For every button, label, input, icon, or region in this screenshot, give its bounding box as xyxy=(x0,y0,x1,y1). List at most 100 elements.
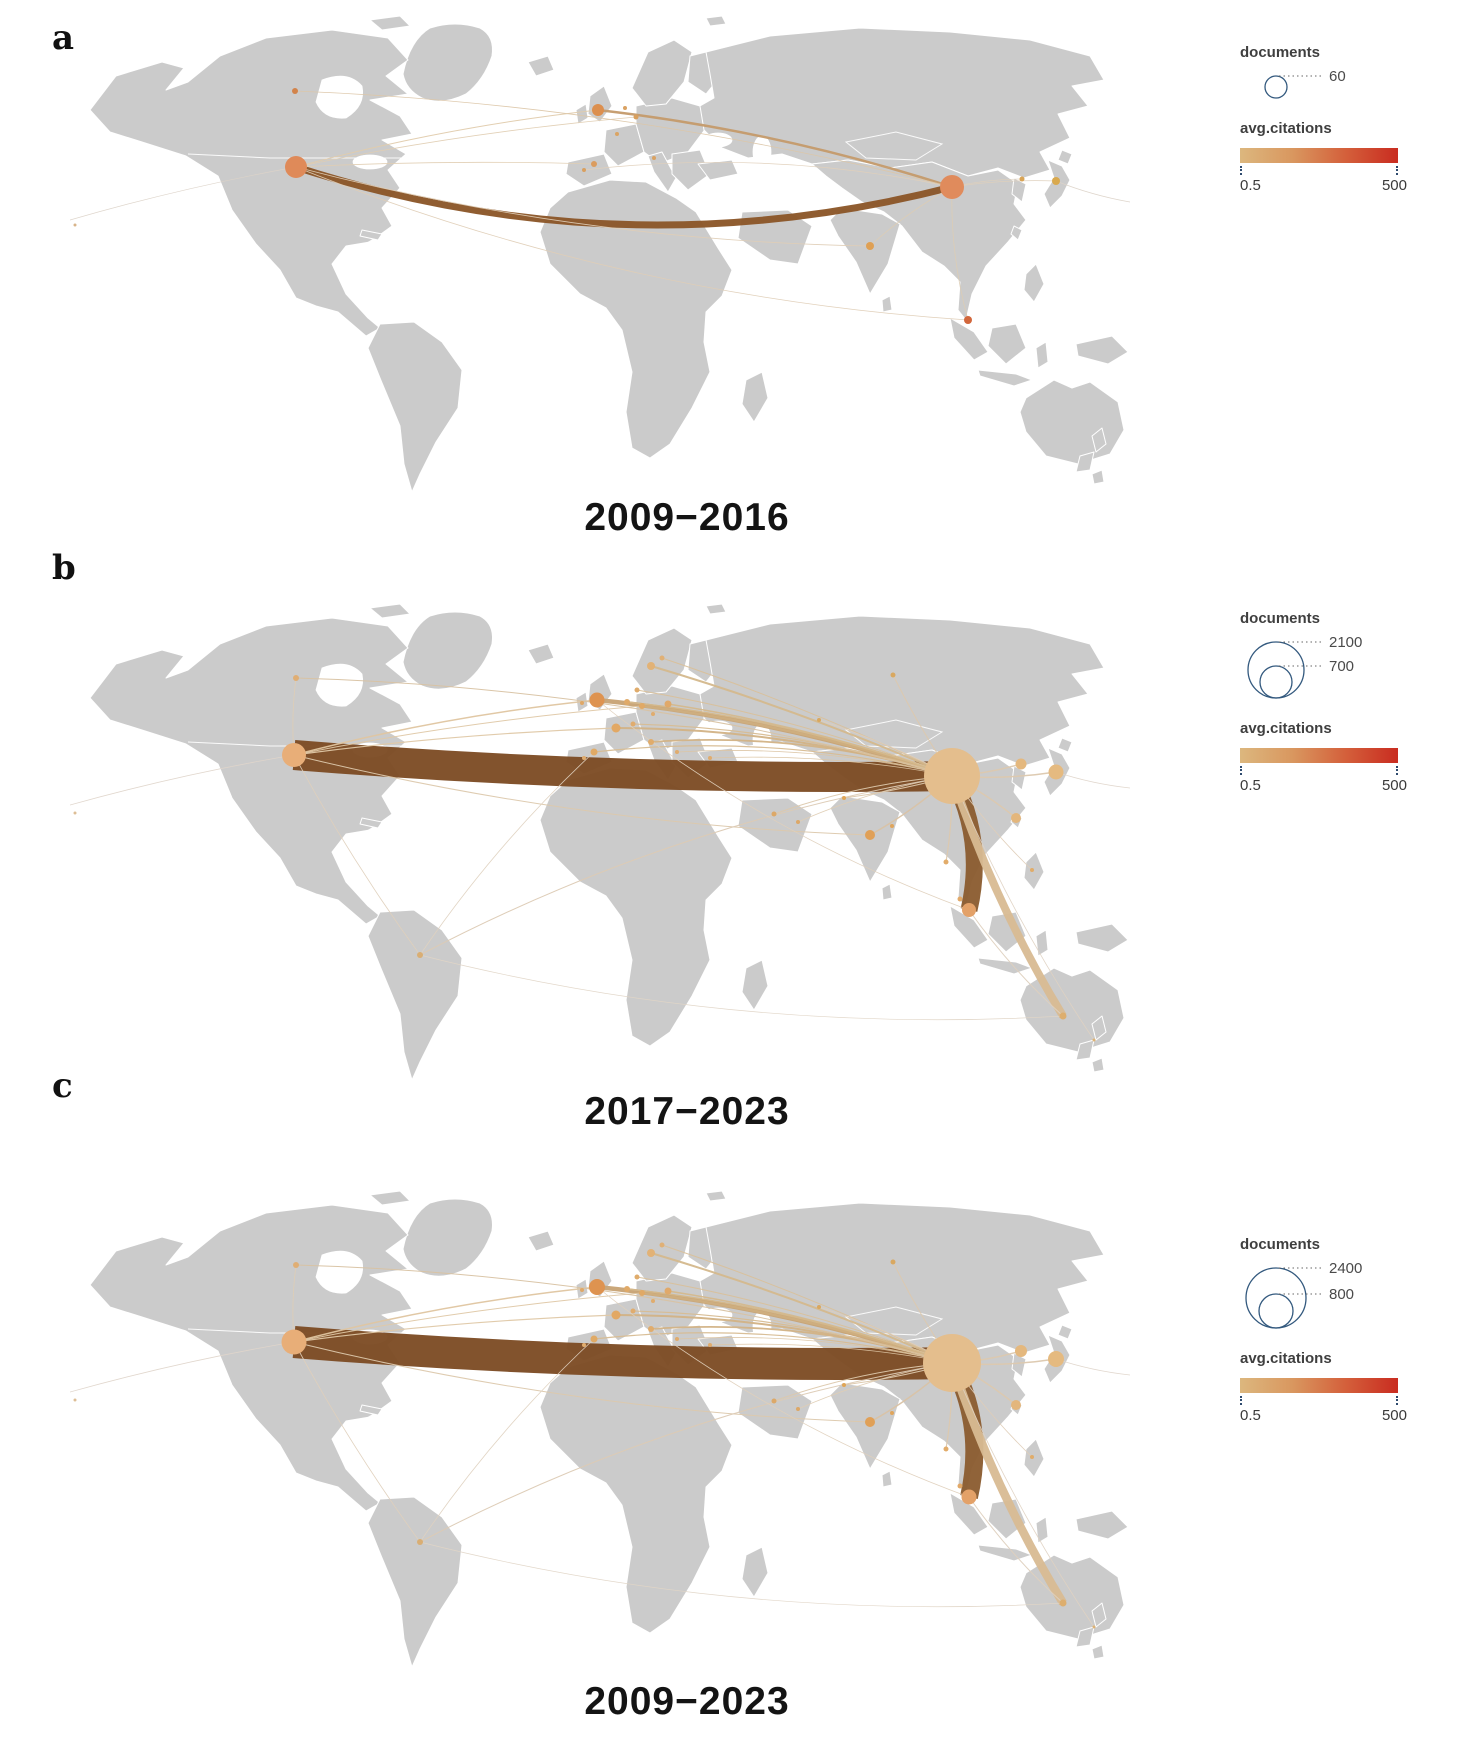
node-Taiwan xyxy=(1011,1400,1021,1410)
collaboration-overlay xyxy=(70,88,1130,324)
node-China xyxy=(924,748,980,804)
node-Australia xyxy=(1059,1599,1067,1607)
node-Spain xyxy=(590,1335,598,1343)
node-Denmark xyxy=(634,687,640,693)
scale-min: 0.5 xyxy=(1240,777,1261,794)
node-Netherlands xyxy=(624,699,630,705)
node-France xyxy=(611,723,621,733)
link-Denmark-China xyxy=(636,689,953,777)
link-Singapore-United Kingdom xyxy=(596,699,970,911)
link-New Zealand-China xyxy=(951,1362,1095,1628)
node-Sweden xyxy=(659,1242,665,1248)
link-Turkey-China xyxy=(709,1343,953,1364)
map-2017-2023 xyxy=(70,603,1130,1081)
node-South Korea xyxy=(1015,758,1027,770)
legend-panel-a: documents 60 avg.citations 0.5 500 xyxy=(1240,44,1425,194)
node-South Korea xyxy=(1019,176,1025,182)
node-Switzerland xyxy=(630,1308,636,1314)
link-Brazil-Spain xyxy=(419,751,595,956)
link-Switzerland-China xyxy=(632,723,953,777)
citations-legend-title: avg.citations xyxy=(1240,720,1332,737)
link-Turkey-China xyxy=(709,756,953,777)
node-Russia (Siberia) xyxy=(890,672,896,678)
link-Canada-China xyxy=(295,677,953,777)
link-China-Australia xyxy=(948,774,1067,1019)
node-Czechia xyxy=(651,1299,655,1303)
node-India xyxy=(866,242,874,250)
node-United Kingdom xyxy=(592,104,604,116)
node-Poland xyxy=(664,700,672,708)
link-United States-France xyxy=(293,727,617,756)
link-pacific-east-Japan xyxy=(1055,180,1130,203)
scale-max: 500 xyxy=(1381,777,1407,794)
legend-panel-c: documents 2400 800 avg.citations 0.5 500 xyxy=(1240,1236,1425,1424)
scale-min: 0.5 xyxy=(1240,1407,1261,1424)
panel-label: b xyxy=(52,548,76,588)
node-Malaysia xyxy=(957,1483,963,1489)
citations-gradient-bar xyxy=(1240,748,1398,763)
size-legend-value: 800 xyxy=(1329,1286,1354,1303)
node-Taiwan xyxy=(1011,813,1021,823)
tick-max xyxy=(1396,766,1398,775)
link-United States-Germany xyxy=(293,1292,643,1343)
link-Singapore-Australia xyxy=(968,1496,1064,1604)
node-Spain xyxy=(591,161,597,167)
node-Greece xyxy=(675,750,679,754)
node-Thailand xyxy=(943,1446,949,1452)
link-Brazil-Australia xyxy=(419,954,1064,1021)
node-Sweden xyxy=(659,655,665,661)
size-legend-value: 2400 xyxy=(1329,1262,1362,1277)
gradient-ticks xyxy=(1240,766,1398,775)
node-Czechia xyxy=(651,712,655,716)
node-Greece xyxy=(675,1337,679,1341)
node-Philippines xyxy=(1030,1455,1034,1459)
node-China xyxy=(923,1334,981,1392)
node-Germany xyxy=(639,1290,645,1296)
tick-min xyxy=(1240,166,1242,175)
node-Norway xyxy=(647,1249,655,1257)
panel-label: a xyxy=(52,18,75,58)
node-Norway xyxy=(647,662,655,670)
node-Brazil xyxy=(417,952,423,958)
link-United States-United Kingdom xyxy=(295,109,599,168)
link-United States-Brazil xyxy=(293,1341,421,1543)
citations-gradient-bar xyxy=(1240,148,1398,163)
node-Netherlands xyxy=(623,106,627,110)
documents-legend-title: documents xyxy=(1240,44,1321,61)
tick-max xyxy=(1396,1396,1398,1405)
node-Italy xyxy=(652,156,656,160)
gradient-ticks xyxy=(1240,1396,1398,1405)
node-New Zealand xyxy=(1092,1625,1096,1629)
link-Canada-China xyxy=(294,90,953,188)
size-legend-value: 60 xyxy=(1329,70,1346,85)
node-Poland xyxy=(664,1287,672,1295)
node-India xyxy=(865,830,875,840)
panel-title: 2017−2023 xyxy=(584,1090,790,1133)
node-Hawaii xyxy=(73,811,77,815)
link-Brazil-Spain xyxy=(419,1338,595,1543)
size-legend-value: 700 xyxy=(1329,658,1354,675)
node-Netherlands xyxy=(624,1286,630,1292)
node-South Korea xyxy=(1015,1345,1027,1357)
node-Denmark xyxy=(634,1274,640,1280)
link-pacific-west-United States xyxy=(70,166,297,221)
link-Sweden-China xyxy=(661,1244,953,1364)
link-United States-United Kingdom xyxy=(293,1286,598,1343)
node-Bangladesh xyxy=(890,1411,894,1415)
node-France xyxy=(615,132,619,136)
node-Italy xyxy=(648,1326,654,1332)
node-Saudi Arabia xyxy=(771,811,777,817)
legend-panel-b: documents 2100 700 avg.citations 0.5 500 xyxy=(1240,610,1425,794)
node-United Arab Emirates xyxy=(796,1407,800,1411)
tick-min xyxy=(1240,1396,1242,1405)
documents-size-legend: 2100 700 xyxy=(1247,636,1362,699)
link-Switzerland-China xyxy=(632,1310,953,1364)
link-United States-Brazil xyxy=(293,754,421,956)
node-Russia (Siberia) xyxy=(890,1259,896,1265)
citations-legend-title: avg.citations xyxy=(1240,1350,1332,1367)
size-legend-value: 2100 xyxy=(1329,636,1362,651)
size-legend-circle xyxy=(1247,641,1305,699)
panel-label: c xyxy=(52,1066,73,1106)
link-United States-India xyxy=(295,166,871,247)
